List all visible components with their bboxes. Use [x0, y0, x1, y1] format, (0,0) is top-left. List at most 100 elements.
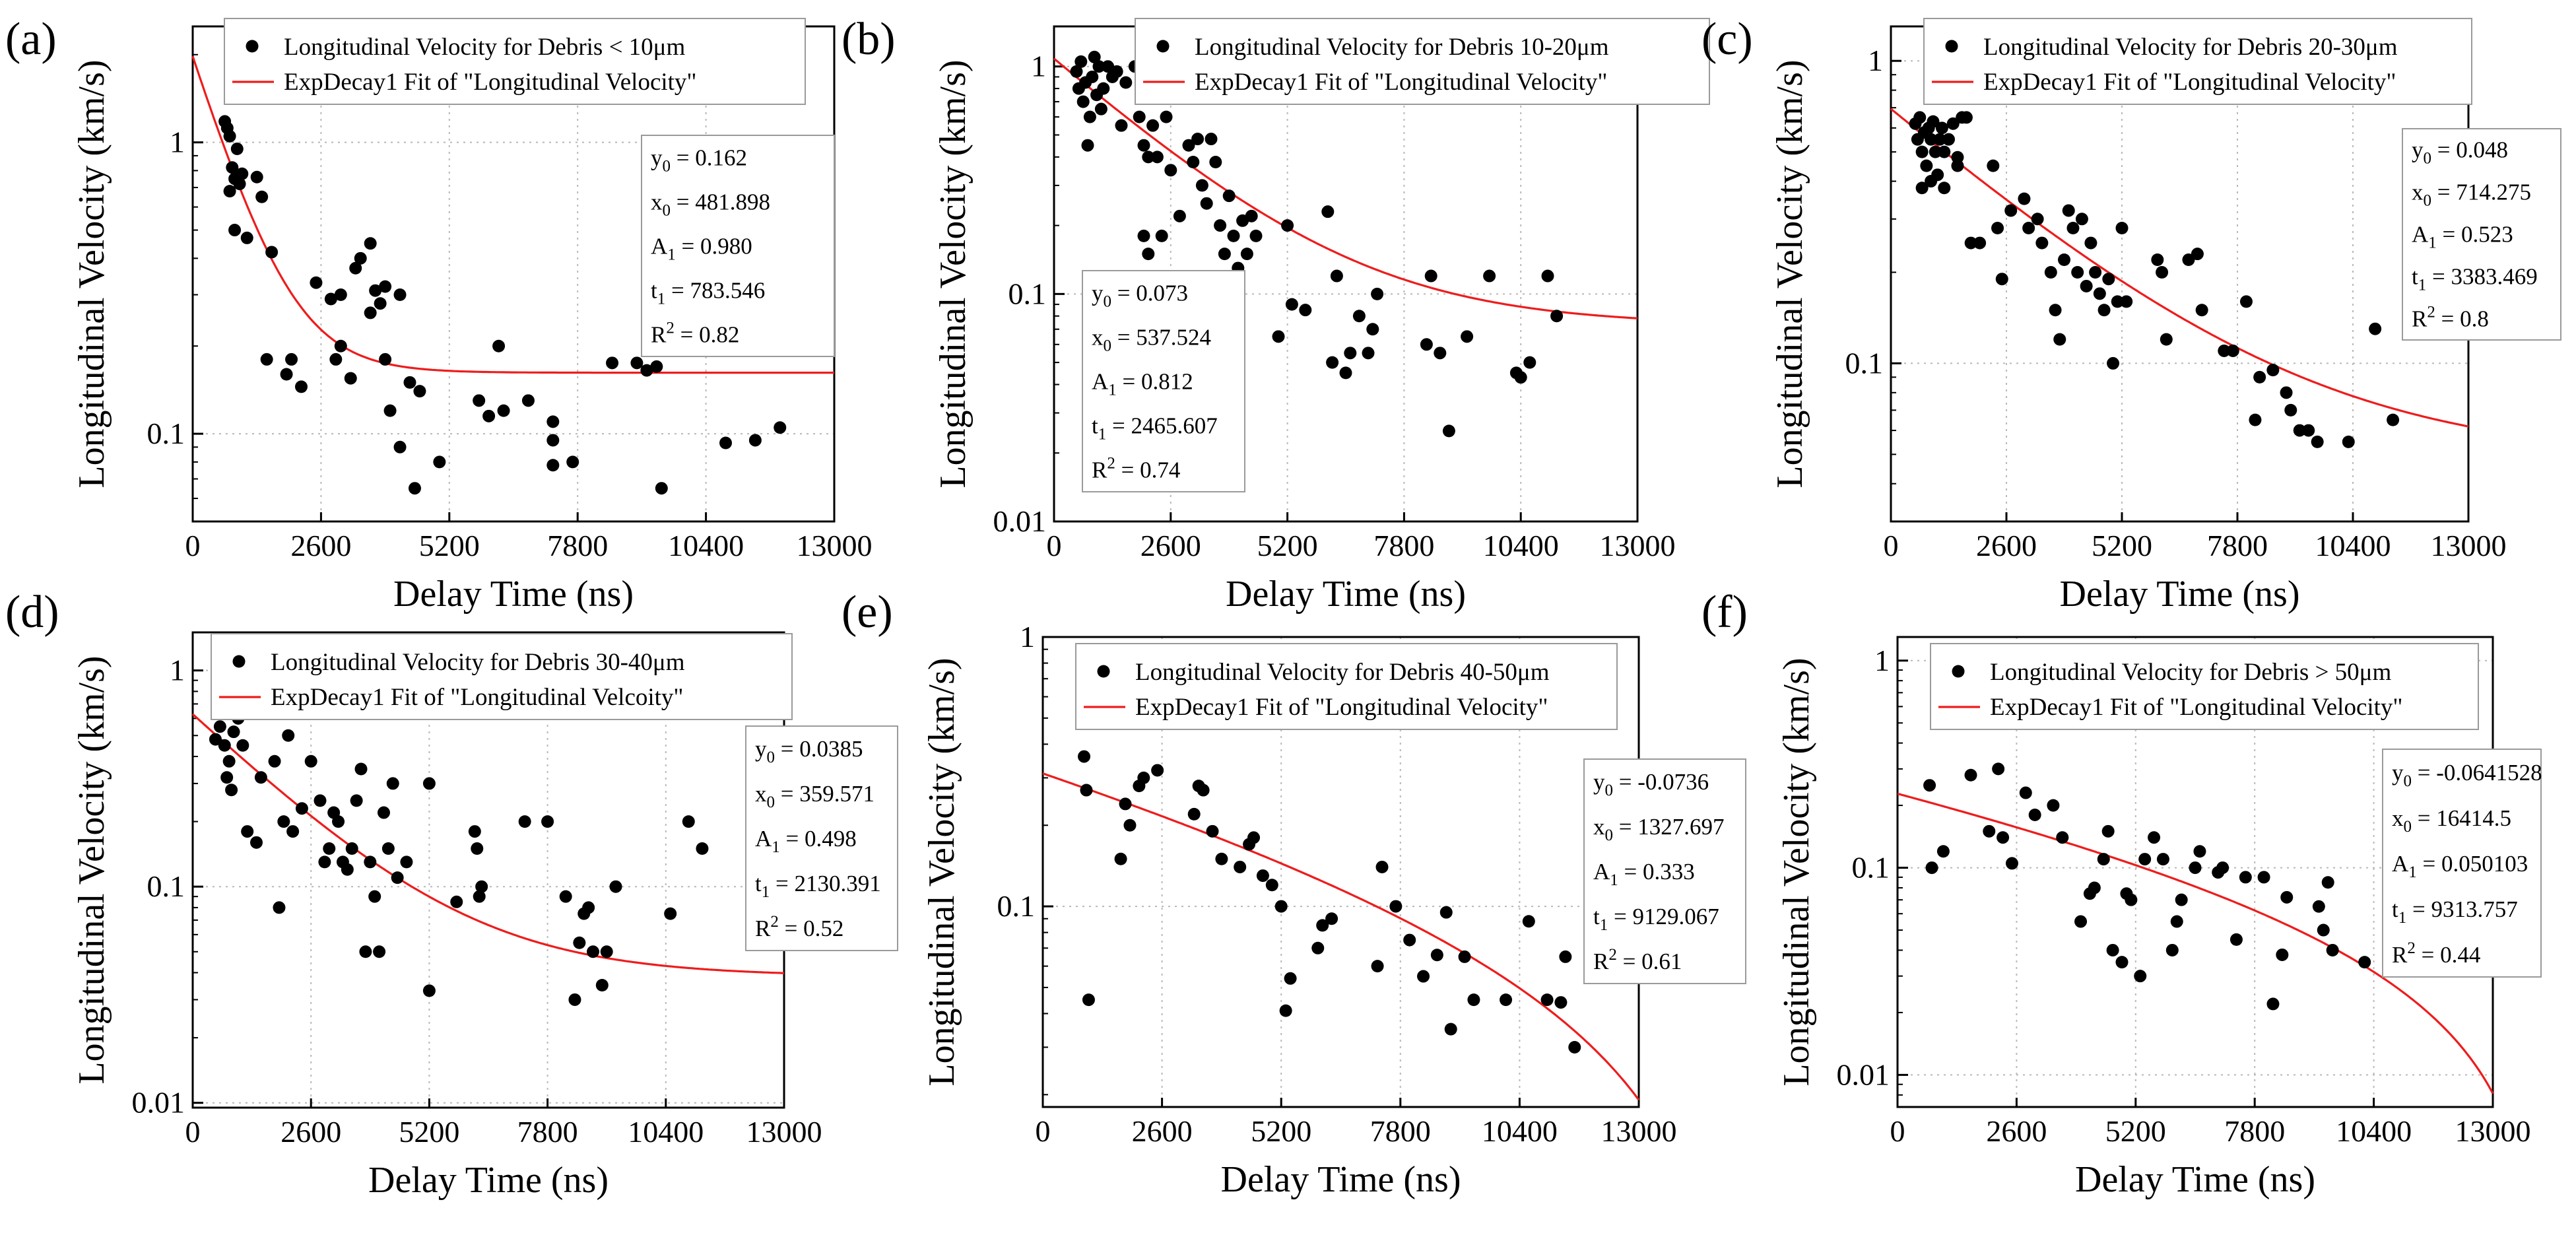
data-point — [650, 360, 663, 373]
panel-letter: (f) — [1701, 587, 1748, 638]
data-point — [1442, 424, 1455, 438]
data-point — [1265, 879, 1278, 892]
data-point — [1240, 248, 1253, 261]
data-point — [1187, 156, 1200, 169]
data-point — [318, 855, 331, 869]
data-point — [1214, 219, 1227, 232]
x-axis-title: Delay Time (ns) — [1226, 574, 1466, 615]
x-tick-label: 13000 — [797, 529, 873, 562]
data-point — [2311, 435, 2324, 448]
chart-panel: 0 2600 5200 7800 10400 13000 0.01 0.1 1 Delay Tim… — [1701, 587, 2542, 1200]
data-point — [2047, 799, 2060, 812]
data-point — [1541, 269, 1554, 283]
data-point — [226, 161, 239, 174]
y-tick-label: 0.01 — [993, 504, 1047, 538]
data-point — [422, 777, 436, 790]
data-point — [1568, 1040, 1581, 1054]
data-point — [1946, 117, 1960, 130]
legend-box — [224, 18, 806, 105]
data-point — [471, 842, 484, 855]
data-point — [1173, 209, 1186, 222]
data-point — [240, 231, 253, 244]
data-point — [1187, 807, 1201, 820]
x-tick-label: 13000 — [2455, 1114, 2531, 1148]
data-point — [1218, 248, 1231, 261]
legend-fit-label: ExpDecay1 Fit of "Longitudinal Velocity" — [1195, 69, 1608, 96]
data-point — [1461, 330, 1474, 343]
data-point — [1115, 119, 1128, 132]
data-point — [2111, 295, 2124, 308]
y-tick-label: 0.01 — [1837, 1057, 1890, 1091]
data-point — [1927, 115, 1940, 128]
param-a1: A1 = 0.333 — [1593, 859, 1695, 889]
data-point — [1092, 60, 1106, 73]
legend-box — [1075, 643, 1618, 730]
data-point — [2160, 333, 2173, 346]
param-y0: y0 = -0.0736 — [1593, 769, 1709, 799]
data-point — [408, 482, 421, 495]
data-point — [1925, 175, 1938, 188]
data-point — [595, 979, 609, 992]
data-point — [2106, 943, 2119, 956]
data-point — [546, 434, 560, 447]
data-point — [1375, 860, 1389, 873]
data-point — [2075, 213, 2088, 226]
data-point — [2005, 857, 2018, 870]
data-point — [2239, 295, 2253, 308]
chart-panel: 0 2600 5200 7800 10400 13000 0.1 1 Delay Time (n… — [5, 14, 873, 615]
data-point — [2195, 304, 2208, 317]
data-point — [1234, 860, 1247, 873]
data-point — [2193, 845, 2206, 858]
x-tick-label: 10400 — [628, 1115, 704, 1149]
data-point — [1483, 269, 1496, 283]
data-point — [1142, 248, 1155, 261]
data-point — [2191, 248, 2204, 261]
data-point — [2165, 943, 2179, 956]
data-point — [1285, 298, 1298, 311]
data-point — [1925, 133, 1938, 146]
data-point — [323, 842, 336, 855]
y-axis-title: Longitudinal Velocity (km/s) — [933, 59, 974, 488]
data-point — [1137, 139, 1150, 152]
data-point — [1205, 133, 1218, 146]
y-tick-label: 0.1 — [1845, 346, 1884, 380]
data-point — [2156, 853, 2169, 866]
data-point — [1279, 1004, 1292, 1017]
data-point — [2148, 831, 2161, 844]
data-point — [1522, 915, 1535, 928]
data-point — [1119, 76, 1133, 89]
data-point — [2302, 424, 2315, 437]
data-point — [546, 459, 560, 472]
data-point — [1964, 768, 1977, 782]
data-point — [1467, 993, 1480, 1007]
y-tick-label: 0.1 — [1852, 851, 1890, 885]
data-point — [233, 178, 246, 191]
params-box — [1082, 270, 1245, 492]
data-point — [228, 224, 242, 237]
data-point — [2049, 304, 2062, 317]
data-point — [1929, 145, 1942, 158]
param-y0: y0 = -0.0641528 — [2392, 760, 2542, 790]
y-tick-label: 1 — [1874, 644, 1890, 677]
data-point — [2088, 881, 2101, 894]
x-tick-label: 7800 — [517, 1115, 578, 1149]
data-point — [1137, 771, 1150, 784]
data-point — [2115, 222, 2129, 235]
data-point — [1420, 338, 1433, 351]
y-tick-label: 1 — [170, 653, 185, 687]
data-point — [1925, 861, 1938, 875]
data-point — [1371, 960, 1384, 973]
data-point — [393, 440, 407, 453]
data-point — [2293, 424, 2306, 437]
x-tick-label: 5200 — [399, 1115, 459, 1149]
data-point — [324, 292, 337, 306]
legend-marker — [1952, 665, 1965, 678]
legend-fit-label: ExpDecay1 Fit of "Longitudinal Velocity" — [284, 69, 697, 96]
data-point — [2058, 253, 2070, 267]
data-point — [285, 352, 298, 366]
fit-curve — [191, 713, 785, 974]
legend-scatter-label: Longitudinal Velocity for Debris 10-20μm — [1195, 34, 1609, 61]
data-point — [655, 482, 668, 495]
y-tick-label: 0.1 — [1008, 277, 1047, 310]
param-r2: R2 = 0.61 — [1593, 946, 1682, 974]
